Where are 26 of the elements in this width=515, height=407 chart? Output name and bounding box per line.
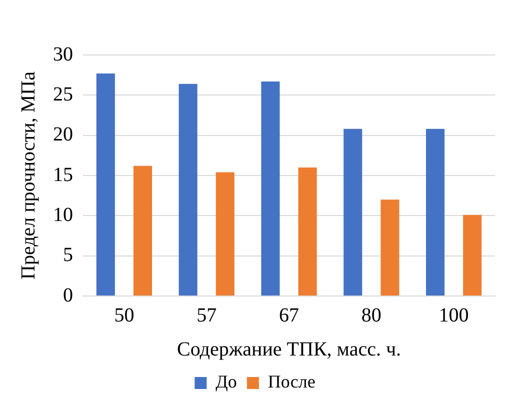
y-tick-label: 30 xyxy=(53,43,73,66)
x-tick-label: 100 xyxy=(438,304,469,326)
y-tick-label: 15 xyxy=(53,164,73,186)
bar xyxy=(380,200,400,296)
bar xyxy=(426,128,445,296)
y-tick-label: 5 xyxy=(63,244,73,266)
y-tick-label: 20 xyxy=(53,124,73,146)
x-tick-label: 67 xyxy=(279,304,299,326)
y-axis-title: Предел прочности, МПа xyxy=(17,71,40,280)
y-tick-label: 25 xyxy=(53,83,73,106)
bar xyxy=(133,166,152,296)
x-tick-label: 50 xyxy=(114,304,134,326)
bar xyxy=(178,84,198,296)
y-tick-label: 10 xyxy=(53,204,73,226)
bar xyxy=(216,172,234,296)
x-axis-title: Содержание ТПК, масс. ч. xyxy=(176,338,402,360)
y-tick-label: 0 xyxy=(63,284,73,306)
bar xyxy=(344,128,362,296)
legend-label: После xyxy=(268,372,316,392)
bar xyxy=(96,73,115,296)
x-tick-label: 57 xyxy=(196,304,217,326)
bar xyxy=(298,167,317,296)
bar xyxy=(261,82,280,296)
bar xyxy=(463,214,482,296)
x-tick-label: 80 xyxy=(361,304,382,326)
legend-label: До xyxy=(216,372,237,392)
